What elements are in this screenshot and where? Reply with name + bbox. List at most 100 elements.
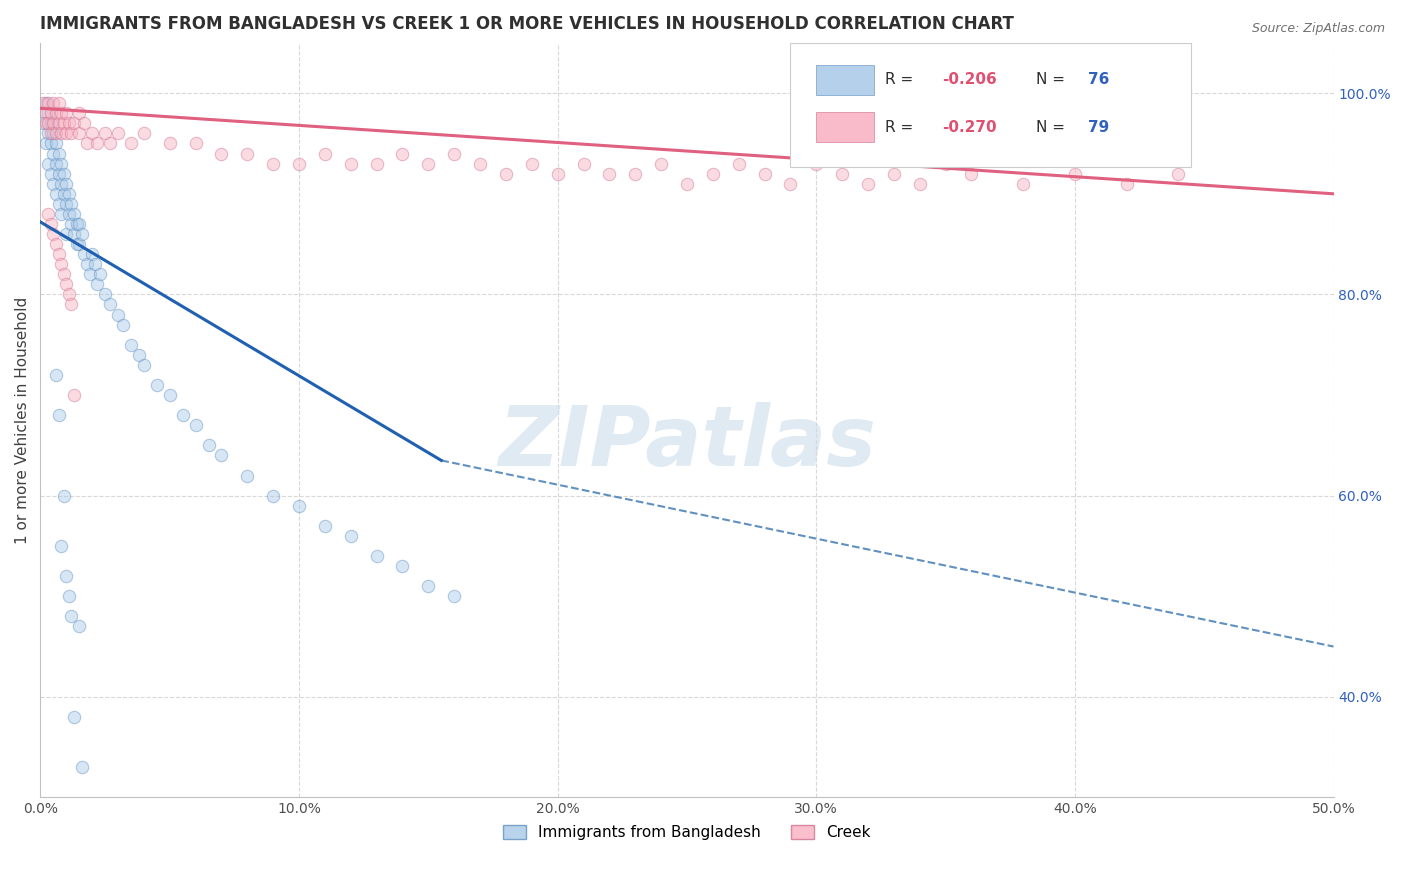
Point [63, 227, 86, 241]
Point [52, 167, 75, 181]
Point [86, 136, 108, 151]
Point [83, 257, 105, 271]
Point [831, 167, 853, 181]
Point [58, 207, 80, 221]
Point [132, 358, 155, 372]
Point [39, 167, 62, 181]
Point [52, 267, 75, 281]
Point [67, 217, 90, 231]
Point [112, 318, 135, 332]
Point [146, 378, 169, 392]
Point [1064, 167, 1087, 181]
Text: R =: R = [884, 72, 918, 87]
Point [624, 167, 647, 181]
Point [58, 287, 80, 301]
Point [314, 146, 336, 161]
Point [262, 489, 284, 503]
Point [60, 217, 83, 231]
Point [55, 227, 77, 241]
Legend: Immigrants from Bangladesh, Creek: Immigrants from Bangladesh, Creek [496, 819, 877, 847]
Point [366, 549, 388, 563]
Point [70, 760, 93, 774]
Point [73, 247, 96, 261]
Point [37, 127, 59, 141]
Text: IMMIGRANTS FROM BANGLADESH VS CREEK 1 OR MORE VEHICLES IN HOUSEHOLD CORRELATION : IMMIGRANTS FROM BANGLADESH VS CREEK 1 OR… [41, 15, 1014, 33]
Point [58, 116, 80, 130]
Point [1115, 177, 1137, 191]
Point [82, 247, 104, 261]
Point [1167, 167, 1189, 181]
Point [49, 156, 72, 170]
Point [32, 116, 55, 130]
Point [48, 408, 70, 422]
Point [37, 156, 59, 170]
Y-axis label: 1 or more Vehicles in Household: 1 or more Vehicles in Household [15, 296, 30, 544]
Point [60, 197, 83, 211]
Point [55, 277, 77, 292]
Point [197, 438, 219, 452]
Point [339, 529, 361, 543]
Point [49, 539, 72, 553]
Point [63, 207, 86, 221]
Point [159, 136, 181, 151]
Point [184, 418, 207, 433]
Point [48, 146, 70, 161]
Point [39, 217, 62, 231]
Point [520, 156, 543, 170]
Point [39, 106, 62, 120]
Point [39, 136, 62, 151]
Point [159, 388, 181, 402]
Point [702, 167, 724, 181]
Point [236, 468, 259, 483]
Point [52, 489, 75, 503]
Point [63, 388, 86, 402]
Text: -0.206: -0.206 [942, 72, 997, 87]
Point [45, 237, 67, 252]
Point [236, 146, 259, 161]
Point [120, 136, 142, 151]
Point [42, 227, 65, 241]
Point [288, 499, 311, 513]
Point [754, 167, 776, 181]
Point [98, 297, 121, 311]
Point [495, 167, 517, 181]
Point [676, 177, 699, 191]
Point [120, 337, 142, 351]
Point [45, 106, 67, 120]
Point [79, 267, 101, 281]
Point [42, 96, 65, 111]
Point [67, 106, 90, 120]
Point [39, 127, 62, 141]
Point [67, 237, 90, 252]
Point [60, 297, 83, 311]
Text: 76: 76 [1088, 72, 1109, 87]
Point [42, 146, 65, 161]
Point [779, 177, 801, 191]
Point [211, 146, 233, 161]
Point [34, 96, 56, 111]
Point [48, 197, 70, 211]
Point [468, 156, 491, 170]
Point [73, 116, 96, 130]
Text: N =: N = [1036, 72, 1070, 87]
Point [67, 619, 90, 633]
Point [63, 710, 86, 724]
Text: 79: 79 [1088, 120, 1109, 135]
Point [34, 136, 56, 151]
Point [63, 116, 86, 130]
Point [45, 186, 67, 201]
Point [262, 156, 284, 170]
Point [55, 106, 77, 120]
Point [48, 247, 70, 261]
Point [55, 569, 77, 583]
Point [391, 559, 413, 574]
Point [883, 167, 905, 181]
Point [76, 136, 98, 151]
Point [39, 116, 62, 130]
Point [42, 116, 65, 130]
Text: R =: R = [884, 120, 918, 135]
Point [132, 127, 155, 141]
Point [37, 116, 59, 130]
Point [45, 127, 67, 141]
Point [443, 146, 465, 161]
